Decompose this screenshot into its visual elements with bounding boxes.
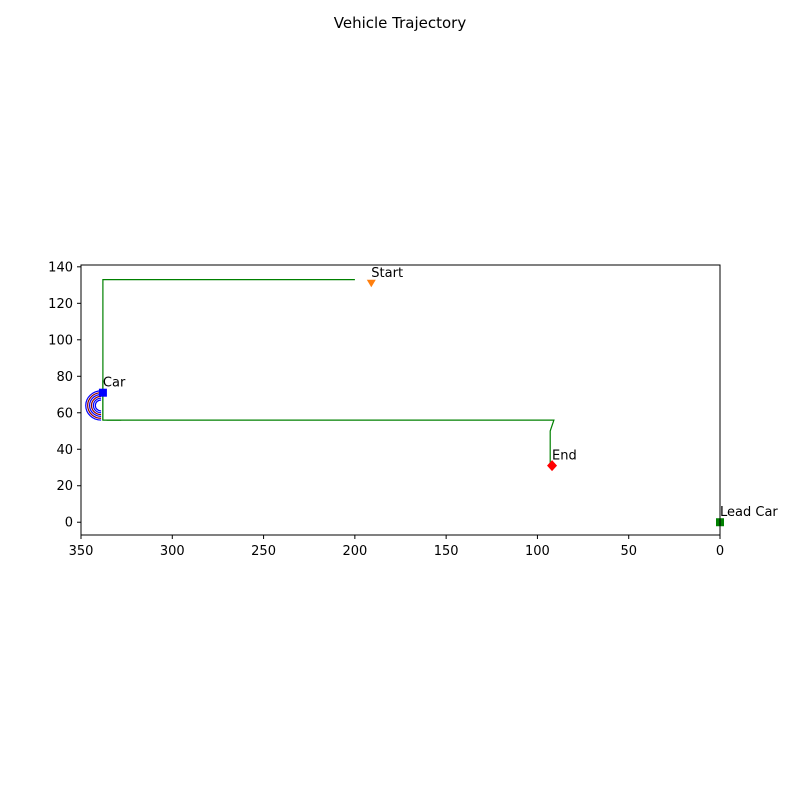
end-marker xyxy=(547,460,558,472)
plot-layer: Start Car End Lead Car xyxy=(85,266,778,527)
y-axis: 0 20 40 60 80 100 120 140 xyxy=(48,260,81,531)
x-tick-label-150: 150 xyxy=(434,544,459,559)
turn-arc-3 xyxy=(89,393,102,418)
y-tick-label-20: 20 xyxy=(56,479,73,494)
x-tick-label-50: 50 xyxy=(620,544,637,559)
turn-arc-1 xyxy=(92,397,102,414)
y-tick-label-60: 60 xyxy=(56,406,73,421)
car-marker xyxy=(98,388,107,397)
x-tick-label-350: 350 xyxy=(69,544,94,559)
start-marker xyxy=(366,279,376,288)
y-tick-label-140: 140 xyxy=(48,260,73,275)
y-tick-label-80: 80 xyxy=(56,370,73,385)
plot-frame xyxy=(80,264,721,536)
y-tick-label-40: 40 xyxy=(56,443,73,458)
lead-car-annotation: Lead Car xyxy=(720,505,778,520)
turn-arc-4 xyxy=(87,392,102,419)
turn-arc-2 xyxy=(90,395,102,416)
trajectory-path xyxy=(102,279,555,466)
x-axis: 350 300 250 200 150 100 50 0 xyxy=(69,535,724,559)
end-annotation: End xyxy=(552,449,577,464)
start-annotation: Start xyxy=(371,266,403,281)
turn-arc-5 xyxy=(85,390,102,421)
y-tick-label-0: 0 xyxy=(65,516,73,531)
car-annotation: Car xyxy=(103,376,126,391)
y-tick-label-120: 120 xyxy=(48,297,73,312)
x-tick-label-250: 250 xyxy=(251,544,276,559)
x-tick-label-200: 200 xyxy=(342,544,367,559)
chart-title: Vehicle Trajectory xyxy=(334,14,467,32)
x-tick-label-300: 300 xyxy=(160,544,185,559)
x-tick-label-0: 0 xyxy=(716,544,724,559)
turn-arc-0 xyxy=(94,399,102,412)
x-tick-label-100: 100 xyxy=(525,544,550,559)
y-tick-label-100: 100 xyxy=(48,333,73,348)
